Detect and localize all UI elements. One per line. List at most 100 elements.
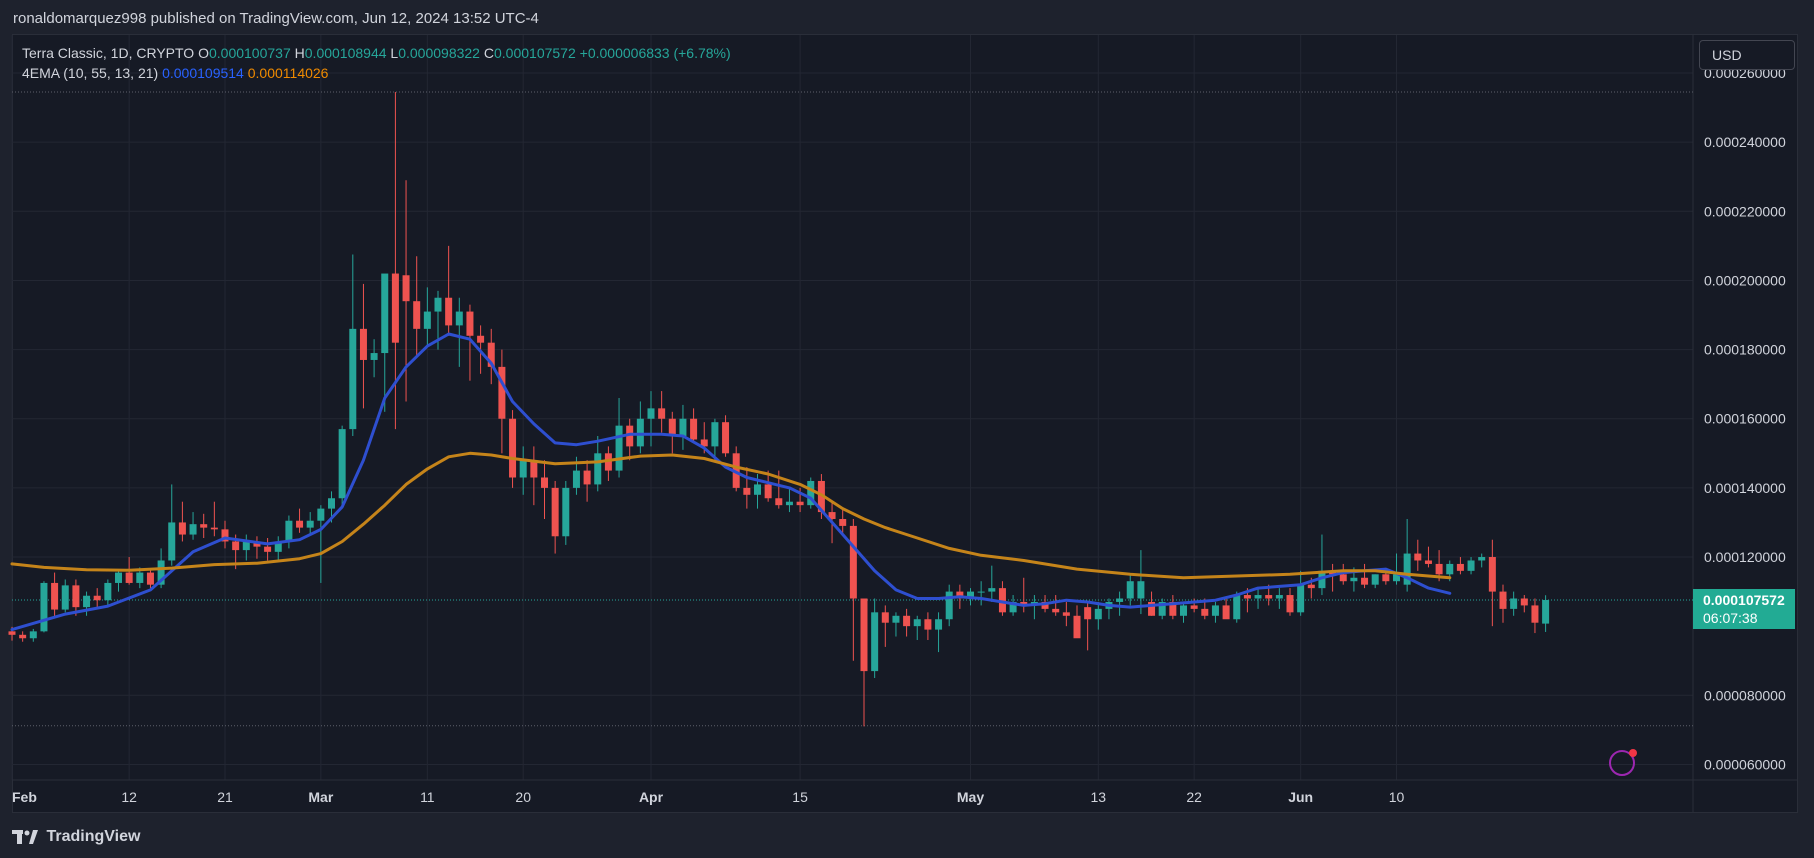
candle-body: [785, 501, 793, 506]
candle: [296, 508, 304, 533]
publish-header: ronaldomarquez998 published on TradingVi…: [0, 0, 1814, 36]
candle: [764, 470, 772, 502]
candle-body: [61, 585, 69, 610]
candle: [1456, 557, 1464, 575]
open-value: 0.000100737: [208, 45, 291, 61]
ema-fast-line: [10, 332, 1452, 632]
symbol-label[interactable]: Terra Classic, 1D, CRYPTO: [22, 45, 195, 61]
candle-body: [945, 591, 953, 620]
candle: [264, 538, 272, 561]
candle: [455, 297, 463, 367]
candle: [743, 467, 751, 509]
candle-body: [40, 582, 48, 632]
candle: [732, 446, 740, 492]
y-tick-label: 0.000120000: [1704, 549, 1786, 565]
candle: [104, 579, 112, 608]
candle: [903, 608, 911, 637]
candle: [1329, 563, 1337, 592]
x-tick-label: 21: [217, 789, 233, 805]
candle-body: [434, 297, 442, 312]
y-tick-label: 0.000180000: [1704, 342, 1786, 358]
candle-body: [83, 595, 91, 608]
tradingview-footer[interactable]: TradingView: [12, 826, 140, 848]
low-label: L: [390, 45, 399, 61]
candle-body: [562, 487, 570, 537]
change-value: +0.000006833 (+6.78%): [579, 45, 731, 61]
alert-lightning-icon[interactable]: [1609, 749, 1637, 776]
candle-body: [530, 460, 538, 478]
candle: [1030, 595, 1038, 620]
candle-body: [1126, 581, 1134, 599]
candle-body: [881, 612, 889, 623]
candle-body: [1041, 601, 1049, 609]
ema-lines: [10, 332, 1452, 632]
candle-body: [541, 477, 548, 488]
candle-body: [253, 541, 261, 547]
candle-body: [1403, 553, 1411, 585]
candle: [690, 408, 698, 443]
candle: [1531, 598, 1539, 634]
candle: [924, 612, 932, 640]
candle: [274, 536, 282, 561]
candle-body: [807, 480, 815, 506]
candle-body: [455, 311, 463, 326]
currency-button[interactable]: USD: [1699, 40, 1795, 70]
candle: [338, 425, 346, 509]
candle: [1520, 595, 1528, 613]
candle-body: [722, 422, 730, 454]
candle: [221, 520, 229, 549]
candle: [359, 283, 367, 409]
candle-body: [1435, 563, 1443, 575]
ema-fast-value: 0.000109514: [162, 65, 244, 81]
candle: [871, 598, 879, 679]
candle: [200, 513, 208, 539]
candle: [1158, 598, 1166, 620]
candle-body: [1222, 605, 1230, 620]
indicator-name[interactable]: 4EMA (10, 55, 13, 21): [22, 65, 159, 81]
candle-body: [168, 522, 176, 561]
x-tick-label: Feb: [12, 789, 37, 805]
candle-body: [349, 328, 357, 430]
candle: [519, 446, 527, 495]
ohlc-row: Terra Classic, 1D, CRYPTO O0.000100737 H…: [22, 43, 731, 63]
candles: [8, 92, 1550, 727]
candle-body: [988, 588, 996, 592]
candle: [285, 515, 293, 549]
candle-body: [29, 631, 37, 639]
candle-body: [1382, 574, 1390, 582]
candle-body: [104, 582, 112, 601]
candle: [178, 501, 186, 542]
candle-body: [679, 418, 687, 437]
candle: [72, 579, 80, 616]
candle-body: [8, 631, 16, 635]
candle-body: [338, 429, 346, 499]
candle-body: [157, 560, 165, 585]
candle-body: [328, 498, 335, 509]
candle-body: [615, 425, 623, 471]
candle-body: [860, 598, 868, 672]
candle-body: [381, 273, 389, 354]
candle: [1254, 588, 1262, 609]
candle: [711, 418, 719, 461]
candle: [679, 404, 687, 450]
candle-body: [1137, 581, 1145, 599]
candle: [306, 512, 314, 535]
high-value: 0.000108944: [304, 45, 387, 61]
candle: [115, 570, 122, 592]
candle-body: [125, 572, 133, 583]
candle-body: [1233, 595, 1241, 620]
candle: [51, 572, 59, 618]
candle-body: [19, 634, 27, 639]
candle: [1499, 584, 1507, 623]
candle-body: [839, 518, 847, 526]
candle: [370, 339, 378, 378]
candle: [253, 536, 261, 559]
horizontal-lines: [12, 91, 1693, 727]
candle-body: [1020, 601, 1028, 606]
candle-body: [1062, 612, 1070, 616]
candle: [242, 534, 250, 561]
candle-body: [1094, 608, 1102, 620]
chart-panel[interactable]: [12, 34, 1798, 813]
candle-body: [413, 301, 421, 329]
